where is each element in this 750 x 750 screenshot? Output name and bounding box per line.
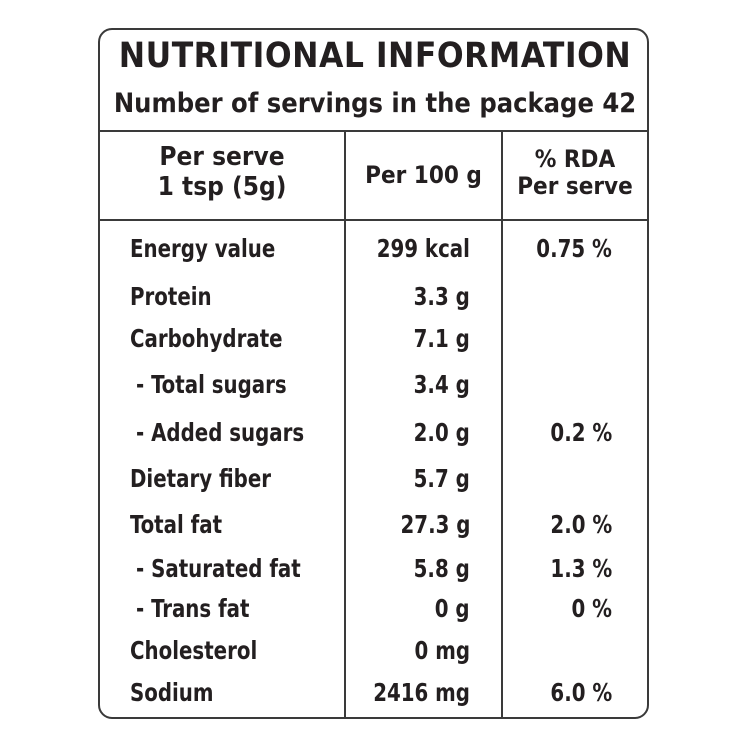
nutrient-name: - Total sugars: [136, 370, 287, 399]
header-per-serve: Per serve 1 tsp (5g): [100, 142, 344, 202]
header-rda-line2: Per serve: [517, 172, 633, 200]
nutrient-per-100g: 7.1 g: [413, 324, 470, 353]
nutrient-rda: 6.0 %: [550, 678, 612, 707]
nutrient-rda: 2.0 %: [550, 510, 612, 539]
nutrient-per-100g: 0 mg: [414, 636, 470, 665]
header-rda-line1: % RDA: [534, 145, 616, 173]
nutrient-name: Carbohydrate: [130, 324, 283, 353]
nutrient-rda: 0.2 %: [550, 418, 612, 447]
nutrient-name: Cholesterol: [130, 636, 258, 665]
nutrient-name: - Trans fat: [136, 594, 250, 623]
divider-top: [98, 130, 649, 132]
nutrient-per-100g: 299 kcal: [376, 234, 470, 263]
nutrient-name: - Added sugars: [136, 418, 305, 447]
nutrient-per-100g: 5.7 g: [413, 464, 470, 493]
nutrient-rda: 1.3 %: [550, 554, 612, 583]
header-per-serve-line2: 1 tsp (5g): [157, 172, 287, 202]
header-per-serve-line1: Per serve: [159, 142, 285, 172]
nutrient-per-100g: 3.4 g: [413, 370, 470, 399]
nutrient-name: Energy value: [130, 234, 276, 263]
servings-subtitle: Number of servings in the package 42: [113, 88, 637, 119]
divider-header: [98, 219, 649, 221]
header-per-100g: Per 100 g: [365, 161, 482, 189]
nutrient-per-100g: 0 g: [435, 594, 470, 623]
nutrient-per-100g: 5.8 g: [413, 554, 470, 583]
nutrient-per-100g: 3.3 g: [413, 282, 470, 311]
nutrient-name: Total fat: [130, 510, 223, 539]
column-divider-1: [344, 130, 346, 719]
column-divider-2: [501, 130, 503, 719]
nutrient-name: Dietary fiber: [130, 464, 272, 493]
nutrient-name: Protein: [130, 282, 212, 311]
nutrient-per-100g: 27.3 g: [400, 510, 470, 539]
nutrient-per-100g: 2.0 g: [413, 418, 470, 447]
header-rda: % RDA Per serve: [503, 146, 647, 200]
nutrient-name: - Saturated fat: [136, 554, 301, 583]
label-title: NUTRITIONAL INFORMATION: [118, 36, 632, 76]
nutrient-per-100g: 2416 mg: [373, 678, 470, 707]
nutrient-name: Sodium: [130, 678, 214, 707]
nutrition-label: [98, 28, 649, 719]
nutrient-rda: 0.75 %: [536, 234, 612, 263]
nutrient-rda: 0 %: [571, 594, 612, 623]
